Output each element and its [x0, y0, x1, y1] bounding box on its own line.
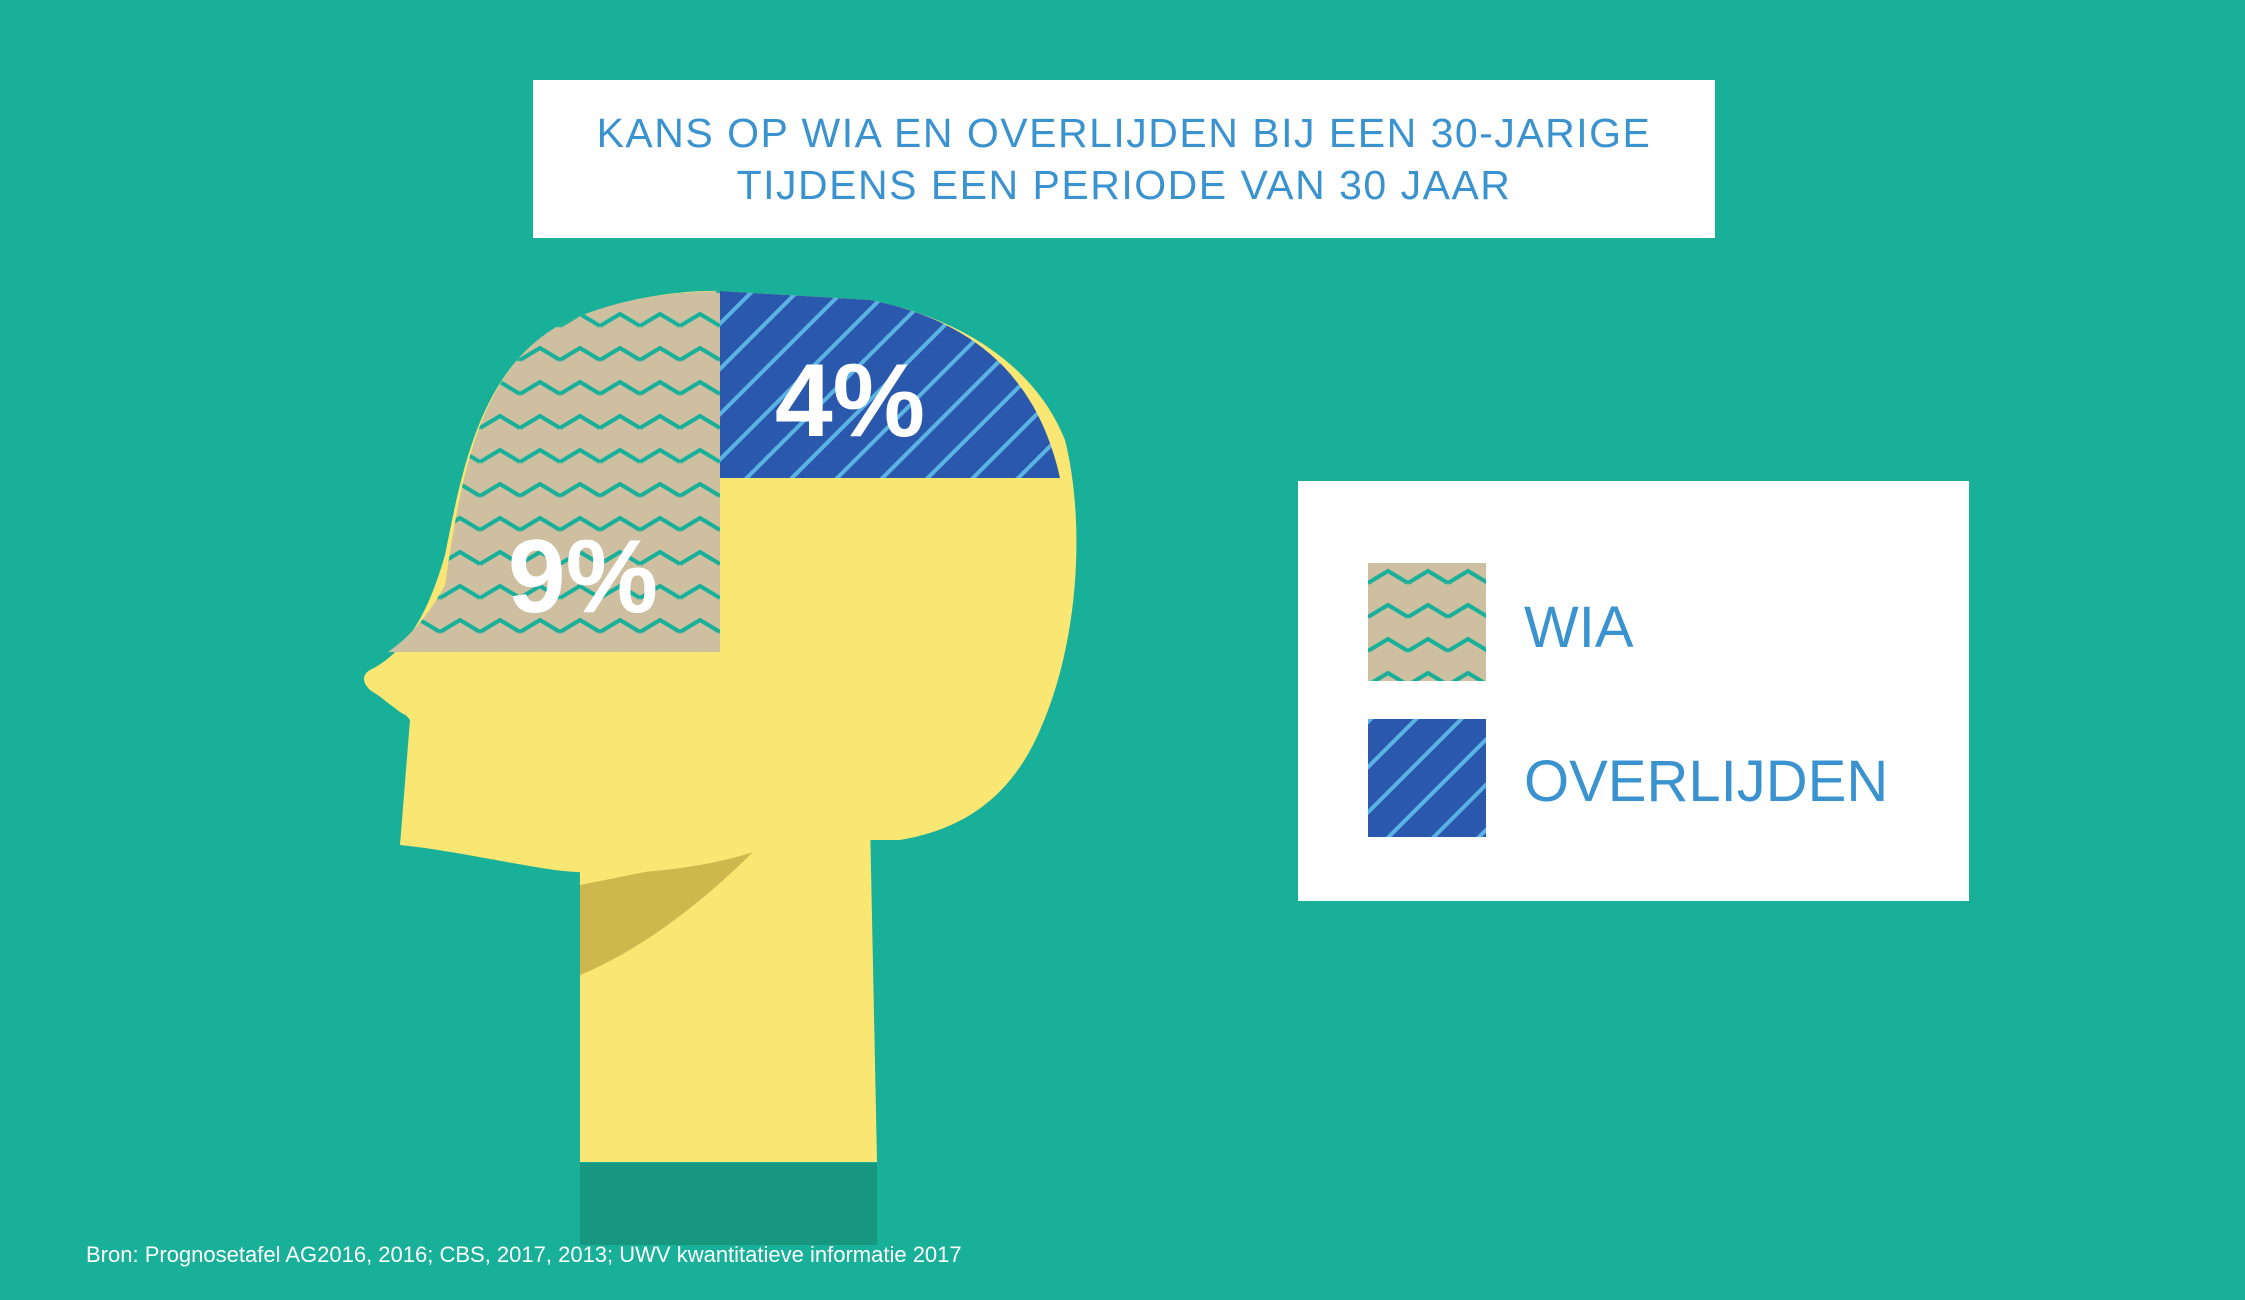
nose-notch — [369, 670, 414, 720]
legend-swatch-wia — [1368, 563, 1486, 681]
legend-swatch-wia-fill — [1368, 563, 1486, 681]
neck-reflection — [580, 1163, 877, 1245]
value-label-wia: 9% — [508, 519, 658, 635]
wia-region — [388, 291, 720, 652]
legend: WIA OVERLIJDEN — [1298, 481, 1969, 901]
legend-label-wia: WIA — [1524, 595, 1634, 660]
value-label-overlijden: 4% — [775, 343, 925, 459]
title-line-1: KANS OP WIA EN OVERLIJDEN BIJ EEN 30-JAR… — [596, 110, 1652, 156]
overlijden-region — [720, 291, 1060, 478]
title-box: KANS OP WIA EN OVERLIJDEN BIJ EEN 30-JAR… — [533, 80, 1715, 238]
legend-swatch-overlijden-fill — [1368, 719, 1486, 837]
jaw-shadow — [580, 850, 755, 975]
legend-label-overlijden: OVERLIJDEN — [1524, 749, 1889, 814]
source-note: Bron: Prognosetafel AG2016, 2016; CBS, 2… — [86, 1242, 962, 1267]
title-line-2: TIJDENS EEN PERIODE VAN 30 JAAR — [736, 162, 1512, 208]
legend-swatch-overlijden — [1368, 719, 1486, 837]
